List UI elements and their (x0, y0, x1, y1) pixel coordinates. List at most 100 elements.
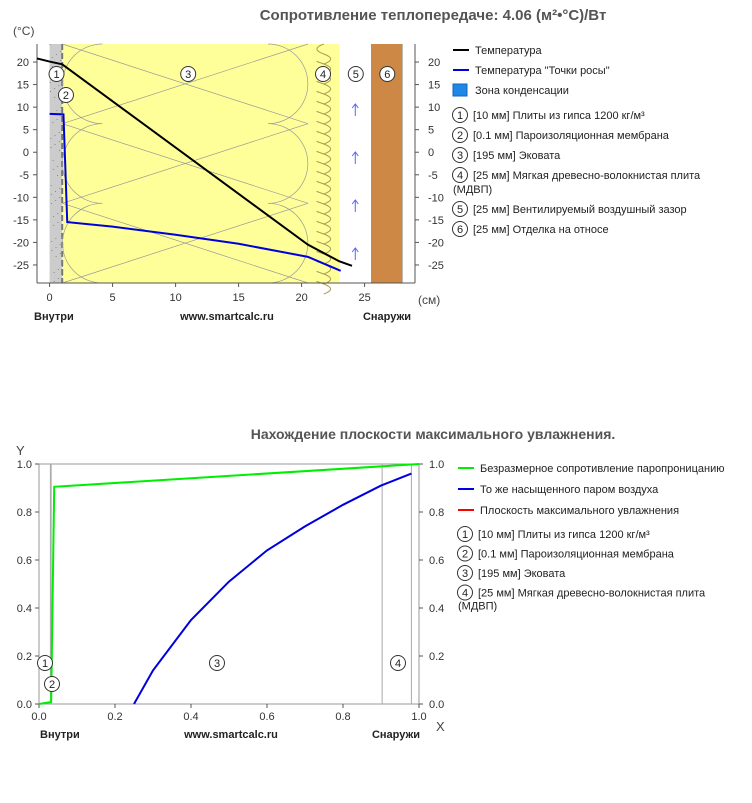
texture-speck (55, 238, 57, 239)
insulation-arc (268, 202, 309, 284)
y-tick-label-right: 0.2 (429, 651, 444, 663)
chart-title: Сопротивление теплопередаче: 4.06 (м²•°С… (260, 7, 607, 24)
texture-speck (50, 185, 52, 186)
texture-speck (60, 60, 62, 61)
y-tick-label-right: -15 (428, 215, 444, 227)
y-tick-label-right: 0.4 (429, 603, 444, 615)
legend-layer-label: [10 мм] Плиты из гипса 1200 кг/м³ (473, 110, 645, 122)
insulation-arc (62, 43, 103, 125)
badge-circle (48, 66, 65, 82)
badge-number: 1 (53, 69, 59, 81)
legend-layer-label: [25 мм] Мягкая древесно-волокнистая плит… (473, 170, 701, 182)
texture-speck (50, 138, 52, 139)
badge-number: 2 (457, 130, 463, 142)
y-axis-label: (°С) (13, 24, 34, 38)
insulation-arc (62, 123, 103, 204)
x-tick-label: 0.4 (183, 711, 198, 723)
y-tick-label-right: -25 (428, 260, 444, 272)
layer-1-badge: 1 (48, 66, 65, 82)
y-tick-label-left: 5 (23, 125, 29, 137)
resistance-line (38, 463, 420, 705)
outside-label: Снаружи (363, 311, 411, 323)
y-tick-label-right: 10 (428, 102, 440, 114)
inside-label: Внутри (34, 311, 74, 323)
layer-1-fill (49, 44, 63, 283)
badge-number: 4 (320, 69, 326, 81)
outside-label: Снаружи (372, 729, 420, 741)
legend-label: Температура "Точки росы" (475, 65, 610, 77)
layer-1-badge: 1 (37, 655, 53, 671)
texture-speck (54, 144, 56, 145)
badge-circle (209, 655, 225, 671)
badge-circle (457, 584, 473, 601)
badge-circle (180, 66, 197, 82)
texture-speck (52, 160, 54, 161)
x-tick-label: 0 (47, 292, 53, 304)
badge-number: 2 (63, 90, 69, 102)
badge-circle (452, 127, 468, 143)
insulation-hatch (62, 203, 309, 284)
texture-speck (50, 147, 52, 148)
y-tick-label-left: 20 (17, 57, 29, 69)
texture-speck (61, 266, 63, 267)
legend-layer-badge: 3 (452, 147, 468, 163)
layer-2-badge: 2 (57, 87, 74, 103)
texture-speck (50, 194, 52, 195)
legend-layer-label: [25 мм] Вентилируемый воздушный зазор (473, 204, 687, 216)
legend-layer-label: [25 мм] Отделка на относе (473, 224, 609, 236)
badge-circle (457, 545, 473, 562)
legend-layer-badge: 2 (452, 127, 468, 143)
badge-number: 6 (384, 69, 390, 81)
saturated-line (133, 472, 412, 705)
badge-circle (379, 66, 396, 82)
chart-title: Нахождение плоскости максимального увлаж… (251, 426, 616, 442)
texture-speck (59, 188, 61, 189)
legend-layer-badge: 4 (457, 584, 473, 601)
layer-5-badge: 5 (347, 66, 364, 82)
y-tick-label-right: 0 (428, 147, 434, 159)
badge-number: 5 (457, 204, 463, 216)
texture-speck (56, 119, 58, 120)
x-tick-label: 5 (110, 292, 116, 304)
air-flow-arrow-icon (351, 199, 359, 212)
legend-layer-label: [0.1 мм] Пароизоляционная мембрана (478, 549, 675, 561)
legend-layer-label: [25 мм] Мягкая древесно-волокнистая плит… (478, 588, 706, 600)
layer-2-badge: 2 (44, 676, 60, 692)
badge-number: 4 (457, 170, 463, 182)
legend-label: Температура (475, 45, 543, 57)
texture-speck (57, 222, 59, 223)
x-tick-label: 0.6 (259, 711, 274, 723)
badge-circle (37, 655, 53, 671)
insulation-arc (268, 43, 309, 125)
legend-layer-badge: 6 (452, 221, 468, 237)
y-tick-label-left: -15 (13, 215, 29, 227)
legend-layer-badge: 3 (457, 565, 473, 581)
texture-speck (51, 250, 53, 251)
texture-speck (59, 253, 61, 254)
moisture-chart: Нахождение плоскости максимального увлаж… (16, 426, 724, 741)
texture-speck (53, 281, 55, 282)
badge-circle (452, 221, 468, 237)
badge-circle (457, 565, 473, 581)
texture-speck (51, 66, 53, 67)
texture-speck (55, 54, 57, 55)
badge-number: 4 (462, 588, 468, 600)
x-tick-label: 20 (295, 292, 307, 304)
texture-speck (57, 213, 59, 214)
texture-speck (58, 132, 60, 133)
texture-speck (57, 175, 59, 176)
insulation-hatch (62, 43, 309, 124)
y-tick-label-right: 0.0 (429, 699, 444, 711)
legend-layer-badge: 1 (457, 526, 473, 542)
badge-circle (452, 147, 468, 163)
texture-speck (58, 150, 60, 151)
y-tick-label-right: -5 (428, 170, 438, 182)
legend-layer-label: [0.1 мм] Пароизоляционная мембрана (473, 130, 670, 142)
layer-4-badge: 4 (315, 66, 332, 82)
y-tick-label-right: 0.8 (429, 507, 444, 519)
y-tick-label-left: -5 (19, 170, 29, 182)
x-tick-label: 15 (232, 292, 244, 304)
dewpoint-line (49, 112, 342, 272)
y-tick-label-left: -20 (13, 237, 29, 249)
layer-4-badge: 4 (390, 655, 406, 671)
